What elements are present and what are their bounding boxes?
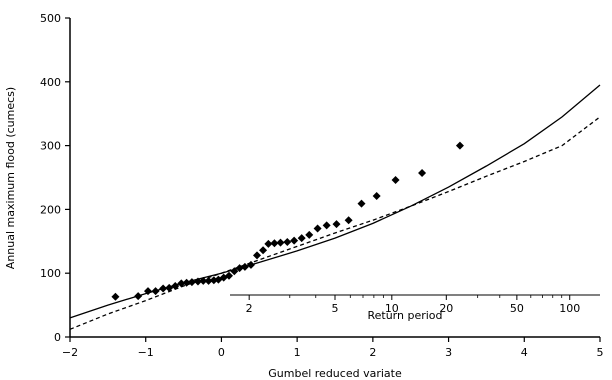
x-tick-label: −1 <box>138 346 154 359</box>
data-point <box>143 287 152 296</box>
solid-fit-line <box>69 84 601 319</box>
data-point <box>372 192 381 201</box>
data-point <box>159 284 168 293</box>
y-tick-label: 200 <box>40 203 61 216</box>
data-point <box>111 292 120 301</box>
dashed-fit-line <box>69 116 601 330</box>
plot-area: −2 −1 0 1 2 3 4 5 0 100 200 300 400 500 2 5 10 20 50 100 <box>40 12 604 359</box>
x-tick-label: 1 <box>294 346 301 359</box>
return-period-tick-label: 100 <box>559 302 580 315</box>
return-period-ticks: 2 5 10 20 50 100 <box>246 295 580 315</box>
data-point <box>357 199 366 208</box>
data-point <box>204 276 213 285</box>
data-point <box>391 176 400 185</box>
data-point <box>187 278 196 287</box>
data-point <box>246 260 255 269</box>
x-tick-label: 2 <box>369 346 376 359</box>
data-point <box>259 246 268 255</box>
data-point <box>177 279 186 288</box>
data-point <box>290 236 299 245</box>
x-tick-label: 4 <box>521 346 528 359</box>
data-point <box>230 267 239 276</box>
return-period-tick-label: 2 <box>246 302 253 315</box>
data-point <box>305 230 314 239</box>
data-point <box>418 169 427 178</box>
return-period-tick-label: 10 <box>385 302 399 315</box>
data-point <box>235 264 244 273</box>
y-tick-label: 100 <box>40 267 61 280</box>
data-point <box>171 281 180 290</box>
data-point <box>193 277 202 286</box>
y-tick-label: 300 <box>40 140 61 153</box>
data-point <box>165 283 174 292</box>
y-axis-title: Annual maximum flood (cumecs) <box>4 87 17 269</box>
y-tick-label: 400 <box>40 76 61 89</box>
data-point <box>322 221 331 230</box>
return-period-tick-label: 5 <box>331 302 338 315</box>
data-point <box>313 224 322 233</box>
data-point <box>332 220 341 229</box>
data-point <box>134 292 143 301</box>
return-period-tick-label: 20 <box>439 302 453 315</box>
return-period-title: Return period <box>367 309 442 322</box>
data-point <box>297 234 306 243</box>
data-point <box>182 278 191 287</box>
x-tick-label: 3 <box>445 346 452 359</box>
observed-floods <box>111 141 464 301</box>
data-point <box>253 251 262 260</box>
x-axis-title: Gumbel reduced variate <box>268 367 402 380</box>
data-point <box>264 239 273 248</box>
x-tick-label: −2 <box>62 346 78 359</box>
data-point <box>240 262 249 271</box>
return-period-tick-label: 50 <box>510 302 524 315</box>
data-point <box>151 287 160 296</box>
data-point <box>455 141 464 150</box>
data-point <box>199 276 208 285</box>
data-point <box>283 237 292 246</box>
x-ticks: −2 −1 0 1 2 3 4 5 <box>62 337 604 359</box>
y-ticks: 0 100 200 300 400 500 <box>40 12 70 344</box>
data-point <box>225 271 233 280</box>
data-point <box>344 216 353 225</box>
data-point <box>276 238 285 247</box>
y-tick-label: 500 <box>40 12 61 25</box>
data-point <box>270 239 279 248</box>
x-tick-label: 5 <box>597 346 604 359</box>
y-tick-label: 0 <box>54 331 61 344</box>
x-tick-label: 0 <box>218 346 225 359</box>
